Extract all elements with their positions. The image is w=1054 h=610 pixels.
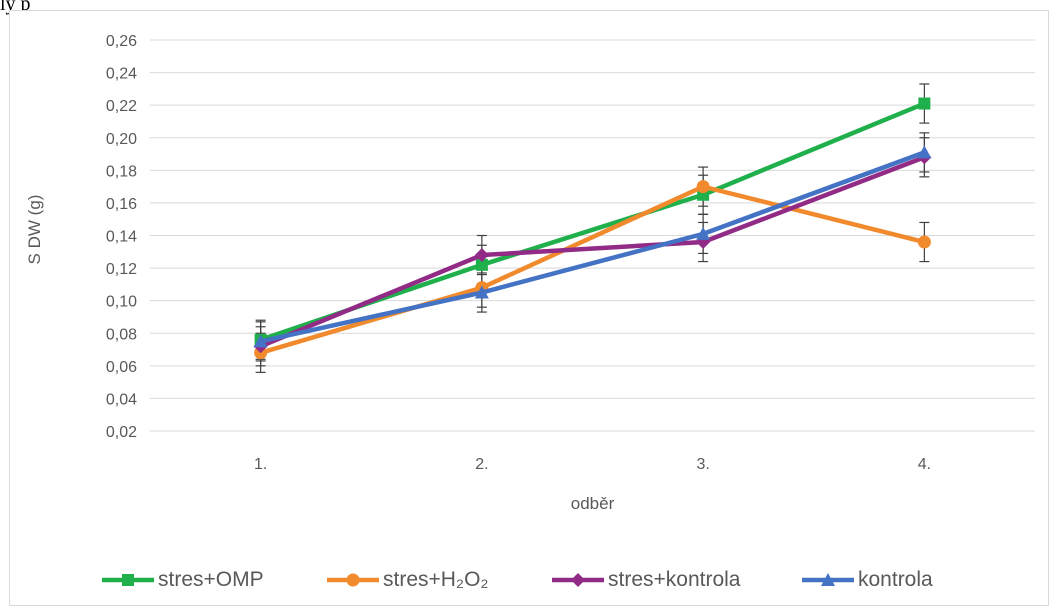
x-tick-label: 4. <box>918 456 931 473</box>
legend-label: kontrola <box>858 568 933 591</box>
chart-legend: stres+OMP stres+H₂O₂ stres+kontrola kontrol… <box>0 560 1054 600</box>
series-line <box>258 150 927 344</box>
data-point <box>253 334 268 348</box>
legend-swatch <box>802 573 854 586</box>
y-tick-label: 0,22 <box>106 98 137 115</box>
data-point <box>475 258 488 271</box>
y-tick-label: 0,06 <box>106 359 137 376</box>
data-point <box>474 248 489 263</box>
x-tick-label: 3. <box>696 456 709 473</box>
legend-item: stres+kontrola <box>550 560 740 600</box>
data-point <box>917 235 931 249</box>
legend-swatch <box>102 574 154 586</box>
y-tick-label: 0,26 <box>106 33 137 50</box>
y-tick-label: 0,04 <box>106 391 137 408</box>
data-point <box>918 97 931 110</box>
y-tick-label: 0,02 <box>106 424 137 441</box>
series-line <box>258 155 927 349</box>
legend-label: stres+H₂O₂ <box>383 568 489 591</box>
legend-swatch <box>327 573 379 587</box>
data-point <box>917 145 932 159</box>
x-axis-title: odběr <box>571 494 615 513</box>
legend-item: stres+OMP <box>100 560 264 600</box>
y-tick-label: 0,12 <box>106 261 137 278</box>
y-tick-label: 0,14 <box>106 229 137 246</box>
legend-marker <box>571 573 585 587</box>
legend-swatch <box>552 573 604 587</box>
legend-item: stres+H₂O₂ <box>325 560 489 600</box>
legend-label: stres+kontrola <box>608 568 741 591</box>
x-tick-label: 2. <box>475 456 488 473</box>
data-point <box>696 180 710 194</box>
y-tick-label: 0,16 <box>106 196 137 213</box>
legend-marker <box>346 573 360 587</box>
legend-marker <box>821 573 835 586</box>
legend-item: kontrola <box>800 560 933 600</box>
data-point <box>474 285 489 299</box>
legend-label: stres+OMP <box>158 568 264 591</box>
line-chart: 0,02 0,04 0,06 0,08 0,10 0,12 0,14 0,16 0,18 0,20… <box>25 33 1035 513</box>
y-axis-title: S DW (g) <box>25 195 44 265</box>
y-tick-label: 0,24 <box>106 66 137 83</box>
series-line <box>258 184 927 356</box>
data-point <box>696 226 711 240</box>
y-tick-label: 0,10 <box>106 294 137 311</box>
legend-marker <box>122 574 134 586</box>
y-tick-label: 0,18 <box>106 163 137 180</box>
x-tick-label: 1. <box>254 456 267 473</box>
chart-frame <box>9 10 1049 606</box>
y-tick-label: 0,20 <box>106 131 137 148</box>
y-tick-label: 0,08 <box>106 326 137 343</box>
